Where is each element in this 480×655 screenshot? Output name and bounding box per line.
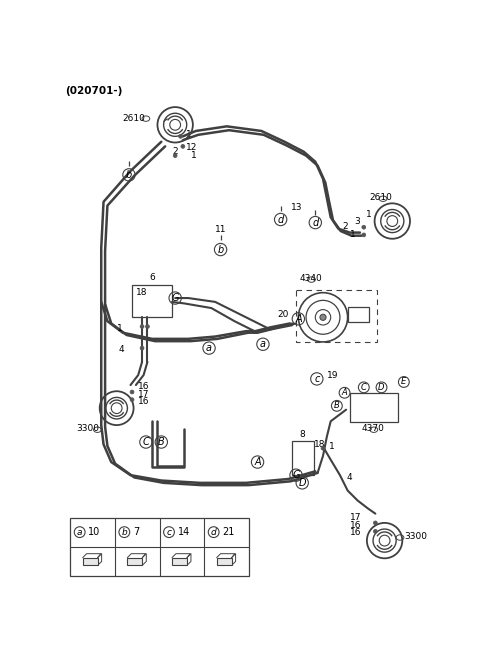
Text: E: E	[401, 377, 407, 386]
Text: 16: 16	[350, 521, 361, 530]
Text: G: G	[171, 293, 179, 303]
Text: a: a	[206, 343, 212, 353]
Text: 4370: 4370	[361, 424, 384, 434]
Bar	[350, 393, 398, 422]
Text: 21: 21	[222, 527, 235, 537]
Circle shape	[362, 233, 366, 237]
Text: 16: 16	[138, 382, 150, 391]
Text: 1: 1	[329, 442, 335, 451]
Text: a: a	[77, 528, 83, 536]
Text: 2610: 2610	[123, 114, 145, 123]
Text: 18: 18	[314, 440, 325, 449]
Text: d: d	[211, 528, 216, 536]
Text: 4: 4	[119, 345, 124, 354]
Text: C: C	[361, 383, 367, 392]
Circle shape	[130, 390, 134, 394]
Text: c: c	[167, 528, 171, 536]
Text: 12: 12	[186, 143, 197, 153]
Text: 16: 16	[350, 529, 361, 537]
Text: 14: 14	[178, 527, 190, 537]
Text: 2610: 2610	[369, 193, 392, 202]
Circle shape	[321, 446, 325, 450]
Circle shape	[179, 134, 182, 138]
Text: (020701-): (020701-)	[65, 86, 122, 96]
Circle shape	[373, 521, 377, 525]
Circle shape	[130, 398, 134, 402]
Text: d: d	[277, 214, 284, 225]
Circle shape	[173, 154, 177, 157]
Circle shape	[320, 314, 326, 320]
Text: 2: 2	[342, 222, 348, 231]
Bar	[348, 307, 369, 322]
Circle shape	[140, 325, 144, 328]
Text: G: G	[292, 470, 300, 480]
Text: 18: 18	[136, 288, 147, 297]
Bar	[132, 285, 172, 317]
Text: 6: 6	[149, 272, 155, 282]
Text: 16: 16	[138, 398, 150, 407]
Bar	[71, 517, 249, 576]
Text: B: B	[334, 402, 340, 410]
Text: 2: 2	[173, 147, 179, 157]
Circle shape	[145, 325, 149, 328]
Text: 13: 13	[291, 204, 302, 212]
Text: c: c	[314, 374, 320, 384]
Text: B: B	[158, 437, 165, 447]
Text: b: b	[126, 170, 132, 180]
Text: 4340: 4340	[300, 274, 323, 284]
Text: 10: 10	[88, 527, 100, 537]
Circle shape	[362, 225, 366, 229]
Bar	[83, 557, 98, 565]
Text: 1: 1	[186, 130, 192, 139]
Text: A: A	[342, 388, 348, 398]
Text: A: A	[254, 457, 261, 467]
Text: 7: 7	[133, 527, 139, 537]
Bar	[296, 290, 377, 342]
Circle shape	[140, 346, 144, 350]
Text: 17: 17	[350, 513, 361, 522]
Text: C: C	[143, 437, 149, 447]
Bar	[127, 557, 143, 565]
Text: D: D	[299, 478, 306, 488]
Text: 3: 3	[354, 217, 360, 225]
Text: b: b	[217, 244, 224, 255]
Text: 1: 1	[117, 324, 123, 333]
Text: 20: 20	[277, 310, 288, 320]
Bar	[172, 557, 187, 565]
Text: 8: 8	[300, 430, 305, 439]
Text: d: d	[312, 217, 318, 227]
Text: 3300: 3300	[77, 424, 99, 434]
Bar	[217, 557, 232, 565]
Text: 1: 1	[191, 151, 196, 160]
Text: A: A	[295, 314, 301, 324]
Text: 17: 17	[138, 390, 150, 399]
Text: D: D	[378, 383, 385, 392]
Text: 11: 11	[215, 225, 227, 234]
Text: 1: 1	[350, 230, 356, 238]
Circle shape	[181, 145, 185, 148]
Text: b: b	[121, 528, 127, 536]
Bar	[292, 441, 314, 475]
Circle shape	[373, 529, 377, 533]
Text: a: a	[260, 339, 266, 349]
Text: 4: 4	[346, 473, 352, 482]
Text: 19: 19	[327, 371, 338, 379]
Text: 3300: 3300	[404, 533, 427, 541]
Text: 1: 1	[366, 210, 372, 219]
